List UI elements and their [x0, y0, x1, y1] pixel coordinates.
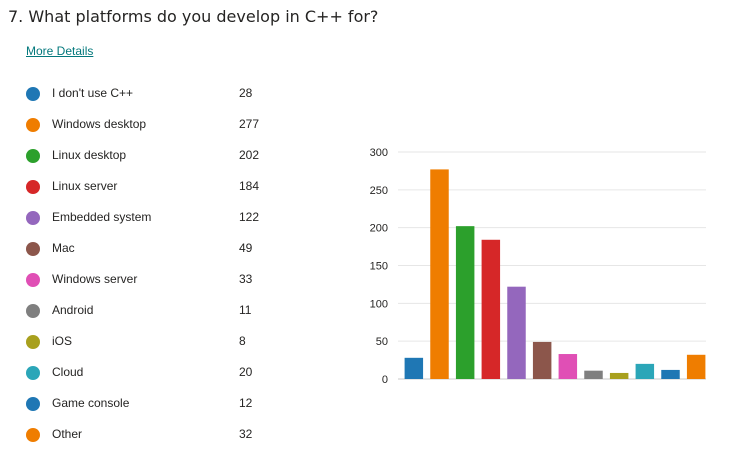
bar[interactable]	[532, 341, 552, 379]
legend-label: I don't use C++	[52, 86, 134, 100]
question-title: 7. What platforms do you develop in C++ …	[8, 7, 379, 26]
legend-color-dot	[26, 148, 40, 163]
legend-label: Mac	[52, 241, 75, 255]
legend-count: 12	[239, 396, 253, 410]
legend-label: Linux desktop	[52, 148, 127, 162]
bar[interactable]	[584, 370, 603, 379]
legend-item: Cloud 20	[26, 357, 296, 388]
legend-item: Game console 12	[26, 388, 296, 419]
legend-color-dot	[26, 365, 40, 380]
legend-label: iOS	[52, 334, 73, 348]
legend-count: 184	[239, 179, 260, 193]
legend-color-dot	[26, 241, 40, 256]
legend-item: I don't use C++ 28	[26, 78, 296, 109]
legend-color-dot	[26, 334, 40, 349]
legend-color-dot	[26, 179, 40, 194]
legend-label: Linux server	[52, 179, 118, 193]
bar[interactable]	[661, 369, 680, 379]
y-tick-label: 50	[376, 336, 388, 348]
more-details-link[interactable]: More Details	[26, 44, 94, 58]
bar[interactable]	[635, 363, 655, 379]
legend-item: Windows desktop 277	[26, 109, 296, 140]
bar[interactable]	[455, 226, 475, 379]
legend-item: Android 11	[26, 295, 296, 326]
legend-item: Other 32	[26, 419, 296, 450]
legend-label: Windows desktop	[52, 117, 147, 131]
bar[interactable]	[558, 354, 578, 379]
legend-item: Windows server 33	[26, 264, 296, 295]
legend-label: Windows server	[52, 272, 138, 286]
legend-label: Cloud	[52, 365, 84, 379]
legend-item: Embedded system 122	[26, 202, 296, 233]
legend-count: 277	[239, 117, 260, 131]
legend-count: 11	[239, 303, 252, 317]
y-tick-label: 0	[382, 374, 388, 386]
legend-item: Linux server 184	[26, 171, 296, 202]
legend-item: Mac 49	[26, 233, 296, 264]
y-tick-label: 150	[370, 261, 388, 273]
y-tick-label: 250	[370, 185, 388, 197]
legend-color-dot	[26, 210, 40, 225]
legend-color-dot	[26, 117, 40, 132]
legend-count: 33	[239, 272, 253, 286]
y-tick-label: 100	[370, 298, 388, 310]
legend-item: Linux desktop 202	[26, 140, 296, 171]
bar[interactable]	[481, 239, 501, 379]
bar-chart: 0 50 100 150 200 250 300	[370, 147, 706, 386]
legend-label: Embedded system	[52, 210, 152, 224]
legend-count: 202	[239, 148, 260, 162]
legend-label: Other	[52, 427, 83, 441]
legend-item: iOS 8	[26, 326, 296, 357]
legend-color-dot	[26, 396, 40, 411]
legend-label: Game console	[52, 396, 130, 410]
bar[interactable]	[507, 286, 526, 379]
bar[interactable]	[430, 169, 449, 379]
legend-count: 8	[239, 334, 246, 348]
bar[interactable]	[404, 357, 424, 379]
bar[interactable]	[609, 372, 629, 379]
legend-color-dot	[26, 427, 40, 442]
legend-count: 32	[239, 427, 253, 441]
legend-color-dot	[26, 272, 40, 287]
legend-color-dot	[26, 86, 40, 101]
y-tick-label: 300	[370, 147, 388, 159]
legend-color-dot	[26, 303, 40, 318]
legend-count: 122	[239, 210, 260, 224]
legend-count: 49	[239, 241, 253, 255]
legend-count: 28	[239, 86, 253, 100]
legend-label: Android	[52, 303, 94, 317]
y-tick-label: 200	[370, 223, 388, 235]
bar[interactable]	[686, 354, 706, 379]
legend: I don't use C++ 28 Windows desktop 277 Linux…	[26, 78, 296, 450]
legend-count: 20	[239, 365, 253, 379]
